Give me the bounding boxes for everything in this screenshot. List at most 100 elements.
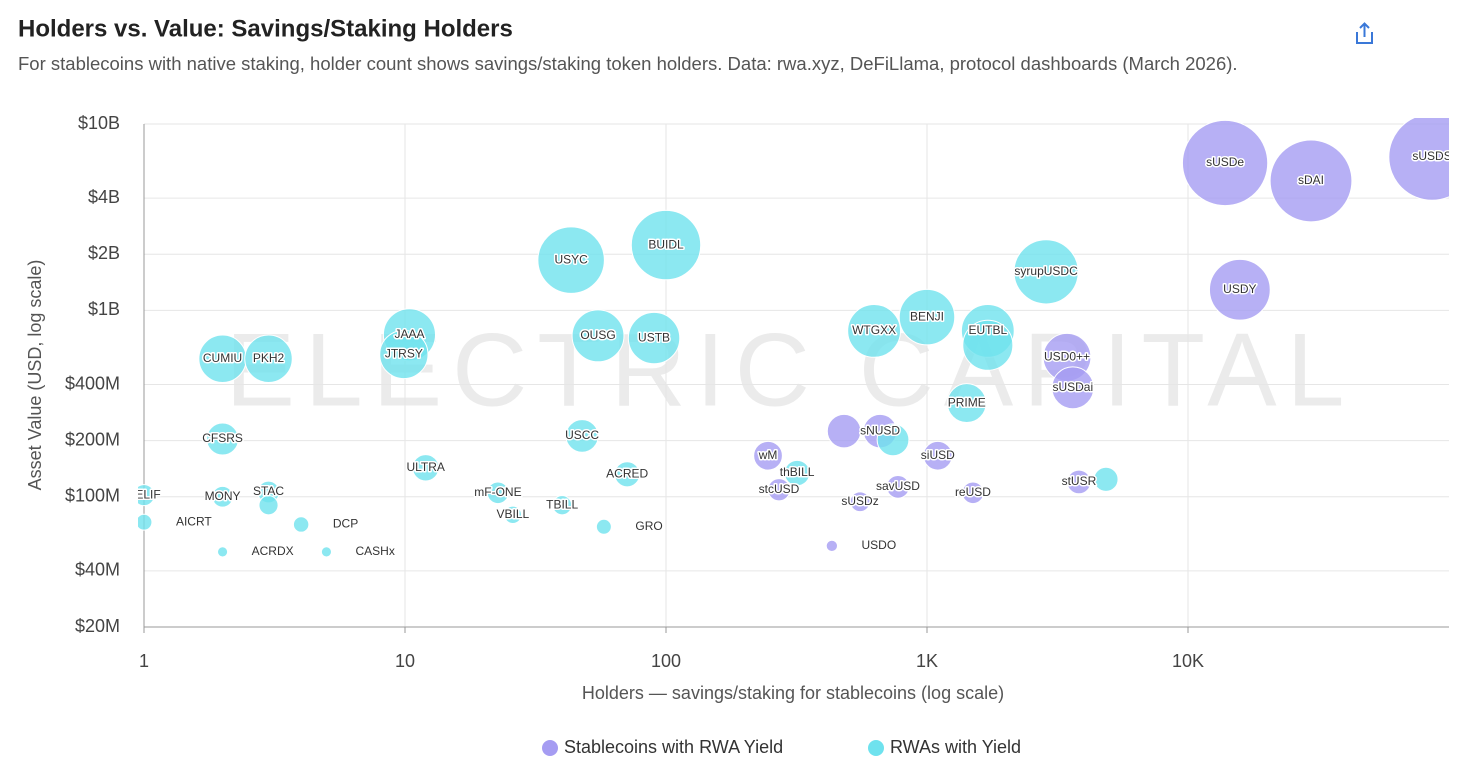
point-label: sNUSD [860, 423, 900, 437]
bubble[interactable] [847, 303, 902, 358]
bubble[interactable] [503, 505, 523, 524]
y-tick-label: $20M [75, 616, 120, 636]
point-label: sUSDe [1206, 155, 1244, 169]
point-label: ACRED [606, 466, 648, 480]
point-label: sDAI [1298, 173, 1324, 187]
bubble[interactable] [898, 288, 956, 346]
bubble[interactable] [320, 546, 333, 558]
bubble[interactable] [136, 513, 153, 531]
y-tick-label: $10B [78, 113, 120, 133]
point-label: CUMIU [203, 351, 242, 365]
point-label: CASHx [356, 544, 395, 558]
bubble[interactable] [1269, 139, 1353, 223]
plot-area: sUSDe sDAI sUSDS USDY USD0++ sUSDai sNUSD wM siU… [127, 114, 1461, 560]
point-label: WTGXX [852, 323, 896, 337]
bubble[interactable] [206, 422, 240, 456]
legend-marker[interactable] [542, 740, 558, 756]
point-label: JAAA [394, 327, 424, 341]
bubble[interactable] [946, 383, 987, 424]
bubble[interactable] [627, 311, 681, 365]
bubble[interactable] [258, 495, 279, 516]
point-label: AICRT [176, 514, 212, 528]
bubble[interactable] [1208, 258, 1271, 321]
bubble[interactable] [565, 419, 599, 453]
legend: Stablecoins with RWA Yield RWAs with Yiel… [542, 737, 1021, 757]
bubble[interactable] [537, 226, 605, 294]
bubble[interactable] [826, 413, 862, 449]
point-label: BENJI [910, 309, 944, 323]
point-label: BELIF [127, 487, 160, 501]
point-label: reUSD [955, 485, 991, 499]
share-arrow [1359, 22, 1370, 37]
y-tick-label: $400M [65, 373, 120, 393]
point-label: stcUSD [759, 482, 800, 496]
point-label: USYC [554, 252, 588, 266]
bubble[interactable] [849, 491, 871, 513]
point-label: sUSDS [1412, 149, 1451, 163]
point-label: USDO [862, 538, 897, 552]
point-label: USD0++ [1044, 349, 1090, 363]
bubble[interactable] [614, 461, 641, 488]
bubble[interactable] [486, 481, 510, 505]
y-tick-label: $100M [65, 485, 120, 505]
bubble[interactable] [767, 478, 791, 502]
point-label: VBILL [497, 507, 530, 521]
bubble[interactable] [961, 481, 985, 505]
bubble[interactable] [783, 459, 811, 487]
point-label: ACRDX [252, 544, 294, 558]
point-label: JTRSY [385, 347, 423, 361]
bubble[interactable] [922, 440, 953, 471]
point-label: USCC [565, 428, 599, 442]
bubble[interactable] [211, 485, 234, 508]
point-label: USDY [1223, 282, 1256, 296]
bubble[interactable] [1093, 466, 1119, 492]
bubble[interactable] [411, 454, 440, 482]
point-label: wM [758, 448, 778, 462]
bubble[interactable] [1181, 119, 1269, 207]
x-tick-label: 1K [916, 651, 938, 671]
bubble[interactable] [1066, 469, 1092, 495]
x-tick-label: 10K [1172, 651, 1204, 671]
bubble[interactable] [379, 329, 429, 380]
legend-label[interactable]: RWAs with Yield [890, 737, 1021, 757]
bubble[interactable] [962, 319, 1014, 371]
y-axis-title: Asset Value (USD, log scale) [25, 260, 45, 491]
bubble[interactable] [216, 546, 229, 558]
bubble[interactable] [552, 495, 573, 516]
bubble[interactable] [876, 423, 910, 457]
legend-marker[interactable] [868, 740, 884, 756]
bubble[interactable] [292, 516, 310, 533]
bubble[interactable] [595, 518, 612, 535]
point-label: GRO [635, 519, 662, 533]
point-label: ULTRA [406, 460, 444, 474]
point-label: USTB [638, 330, 670, 344]
point-label: PRIME [948, 395, 986, 409]
bubble[interactable] [1051, 366, 1095, 410]
bubble[interactable] [244, 334, 293, 383]
point-label: MONY [205, 489, 241, 503]
legend-label[interactable]: Stablecoins with RWA Yield [564, 737, 783, 757]
bubble[interactable] [1013, 239, 1079, 305]
point-label: sUSDai [1052, 380, 1093, 394]
point-label: mF-ONE [474, 485, 521, 499]
bubble[interactable] [630, 209, 702, 281]
bubble[interactable] [571, 309, 625, 363]
x-tick-label: 10 [395, 651, 415, 671]
bubble[interactable] [886, 474, 910, 499]
y-tick-label: $2B [88, 243, 120, 263]
x-tick-label: 100 [651, 651, 681, 671]
bubble[interactable] [753, 440, 783, 471]
point-label: STAC [253, 484, 284, 498]
y-tick-label: $40M [75, 560, 120, 580]
point-label: sUSDz [841, 494, 878, 508]
y-tick-label: $1B [88, 299, 120, 319]
point-label: DCP [333, 517, 358, 531]
chart-title: Holders vs. Value: Savings/Staking Holde… [18, 15, 513, 42]
share-button[interactable] [1356, 22, 1373, 44]
share-icon [1356, 32, 1373, 44]
grid: $20M $40M $100M $200M $400M $1B $2B $4B $10B 1 10 1… [65, 113, 1449, 671]
bubble[interactable] [825, 539, 839, 553]
bubble[interactable] [1388, 114, 1461, 201]
bubble[interactable] [133, 484, 156, 507]
